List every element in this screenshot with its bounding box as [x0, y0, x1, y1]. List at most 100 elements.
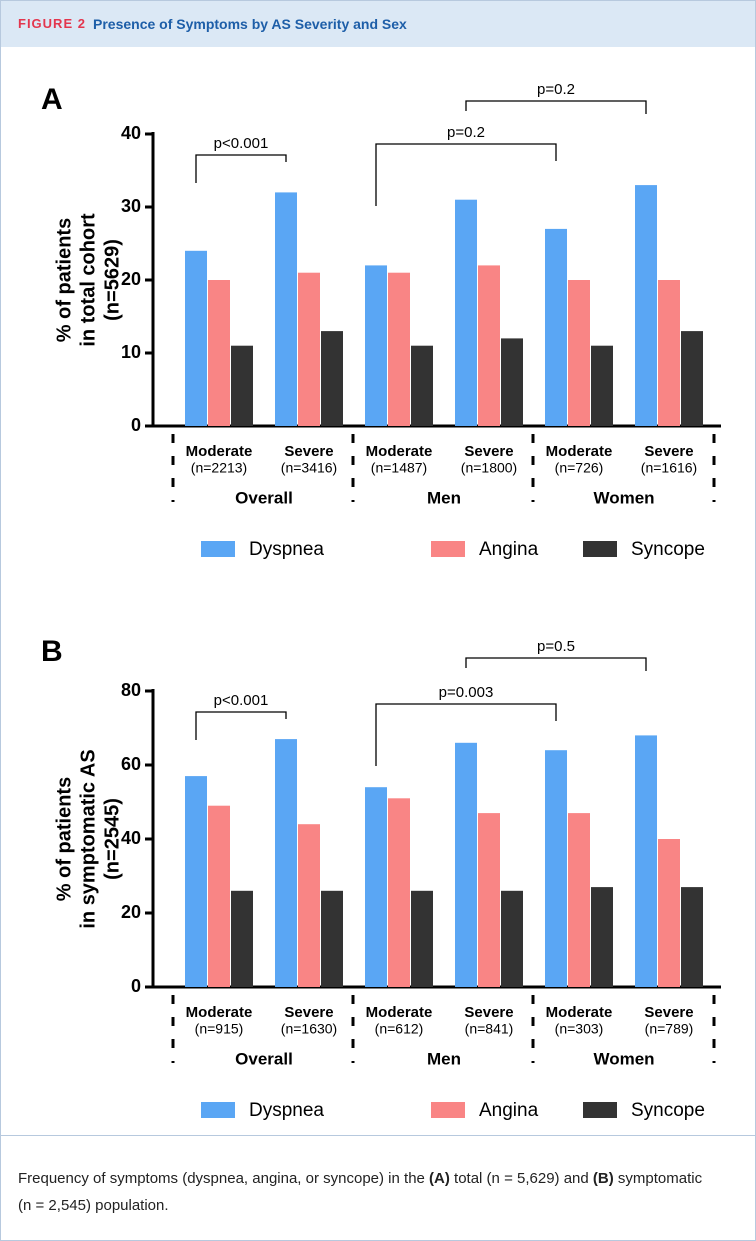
bar [455, 742, 477, 987]
x-tick-label: Severe [644, 1004, 693, 1021]
significance-bracket [195, 154, 287, 183]
x-tick-note: (n=1800) [461, 460, 517, 476]
y-tick-label: 80 [121, 680, 141, 700]
bar [275, 739, 297, 987]
x-tick-note: (n=726) [555, 460, 604, 476]
x-tick-note: (n=1630) [281, 1021, 337, 1037]
caption-text: total (n = 5,629) and [449, 1170, 593, 1187]
y-tick-label: 0 [131, 976, 141, 996]
x-tick-note: (n=303) [555, 1021, 604, 1037]
x-tick-label: Moderate [186, 1004, 253, 1021]
caption-text: symptomatic (n = 2,545) population. [18, 1170, 703, 1214]
y-axis-label: (n=5629) [101, 239, 123, 321]
y-axis-label: % of patients [53, 777, 75, 901]
bar [591, 345, 613, 426]
legend-label: Angina [479, 1100, 539, 1121]
bar [185, 250, 207, 426]
bar [411, 890, 433, 987]
y-tick-label: 40 [121, 123, 141, 143]
p-value: p=0.003 [439, 684, 494, 701]
legend-label: Dyspnea [249, 1100, 324, 1121]
bar [545, 750, 567, 987]
caption: Frequency of symptoms (dyspnea, angina, … [18, 1165, 718, 1219]
x-tick-label: Moderate [546, 1004, 613, 1021]
p-value: p=0.2 [537, 81, 575, 98]
y-axis-label: % of patients [53, 218, 75, 342]
significance-bracket [465, 100, 647, 114]
bar [321, 331, 343, 426]
legend-label: Angina [479, 539, 539, 560]
x-tick-note: (n=3416) [281, 460, 337, 476]
bar [658, 280, 680, 426]
bar [658, 839, 680, 987]
legend-swatch [201, 541, 235, 557]
bar [231, 345, 253, 426]
figure-title: Presence of Symptoms by AS Severity and … [93, 16, 407, 32]
legend-label: Dyspnea [249, 539, 324, 560]
significance-bracket [375, 703, 557, 766]
bar [388, 272, 410, 426]
x-tick-label: Moderate [366, 443, 433, 460]
bar [681, 887, 703, 987]
legend-label: Syncope [631, 1100, 705, 1121]
y-axis-label: in symptomatic AS [77, 749, 99, 928]
bar [365, 265, 387, 426]
bar [298, 272, 320, 426]
legend-swatch [583, 541, 617, 557]
legend-swatch [431, 1102, 465, 1118]
significance-bracket [195, 711, 287, 740]
bar [478, 265, 500, 426]
bar [478, 813, 500, 987]
bar [681, 331, 703, 426]
group-label: Men [427, 1049, 461, 1068]
legend-swatch [583, 1102, 617, 1118]
group-label: Men [427, 488, 461, 507]
bar [635, 185, 657, 426]
x-tick-label: Moderate [546, 443, 613, 460]
bar [501, 890, 523, 987]
y-tick-label: 20 [121, 269, 141, 289]
y-tick-label: 40 [121, 828, 141, 848]
y-axis-label: (n=2545) [101, 798, 123, 880]
bar [365, 787, 387, 987]
bar [591, 887, 613, 987]
figure-header: FIGURE 2 Presence of Symptoms by AS Seve… [1, 1, 755, 47]
y-tick-label: 20 [121, 902, 141, 922]
y-tick-label: 30 [121, 196, 141, 216]
y-tick-label: 0 [131, 415, 141, 435]
p-value: p<0.001 [214, 692, 269, 709]
significance-bracket [465, 657, 647, 671]
bar [568, 813, 590, 987]
caption-text: (A) [429, 1170, 450, 1187]
panel-label: A [41, 83, 63, 116]
caption-text: (B) [592, 1170, 614, 1187]
legend-swatch [201, 1102, 235, 1118]
bar [501, 338, 523, 426]
y-axis-label: in total cohort [77, 213, 99, 347]
x-tick-note: (n=612) [375, 1021, 424, 1037]
legend-swatch [431, 541, 465, 557]
group-label: Overall [235, 488, 293, 507]
bar [568, 280, 590, 426]
bar [455, 199, 477, 426]
figure-label: FIGURE 2 [18, 16, 86, 31]
group-label: Women [593, 1049, 654, 1068]
p-value: p=0.2 [447, 124, 485, 141]
bar [321, 890, 343, 987]
bar [275, 192, 297, 426]
x-tick-label: Severe [464, 1004, 513, 1021]
bar [208, 280, 230, 426]
bar [231, 890, 253, 987]
p-value: p<0.001 [214, 135, 269, 152]
group-label: Overall [235, 1049, 293, 1068]
x-tick-label: Severe [284, 1004, 333, 1021]
x-tick-label: Moderate [186, 443, 253, 460]
legend-label: Syncope [631, 539, 705, 560]
bar [298, 824, 320, 987]
bar [208, 805, 230, 987]
x-tick-label: Severe [284, 443, 333, 460]
x-tick-note: (n=915) [195, 1021, 244, 1037]
x-tick-note: (n=1616) [641, 460, 697, 476]
charts: A% of patients in total cohort (n=5629)010… [41, 81, 721, 1121]
